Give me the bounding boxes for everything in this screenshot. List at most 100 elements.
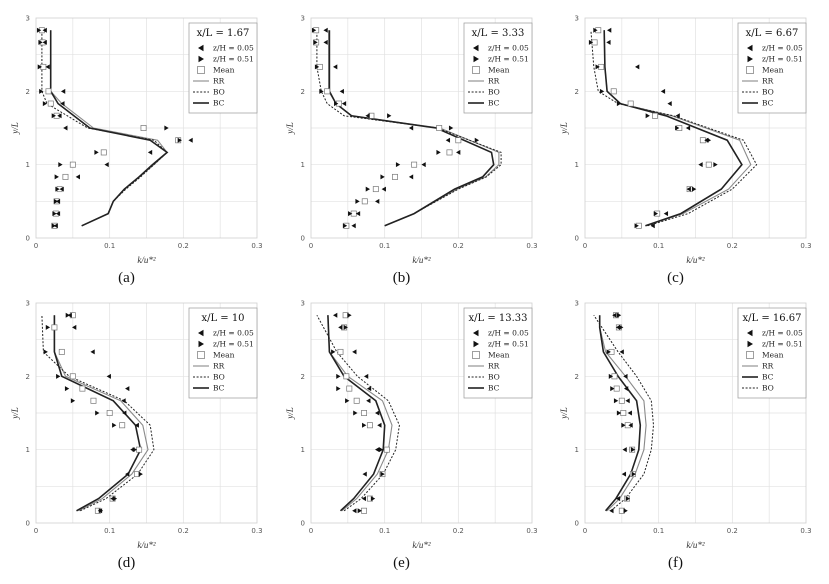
y-tick-label: 0 [26,520,30,528]
legend-entry-label: BC [762,373,774,382]
legend-entry-label: BC [488,384,500,393]
z005-marker [628,422,633,428]
legend-entry-label: z/H = 0.51 [213,55,254,64]
z051-marker [378,447,384,453]
y-tick-label: 2 [301,88,305,96]
mean-marker [652,112,658,119]
legend-entry-label: RR [213,77,225,86]
z051-marker [336,373,341,379]
z051-marker [331,349,336,355]
z051-marker [314,64,320,70]
mean-marker [119,422,126,429]
z005-marker [59,186,64,192]
y-axis-label: y/L [559,407,569,420]
z051-marker [51,223,56,229]
z051-marker [616,410,622,416]
z051-marker [342,223,348,229]
z005-marker [366,386,372,392]
axes-frame [35,302,258,524]
z005-marker [355,211,361,217]
z005-marker [57,113,62,119]
z005-marker [663,211,669,217]
z051-marker [474,137,480,143]
x-tick-label: 0.3 [800,242,811,250]
x-tick-label: 0.1 [104,527,115,535]
legend-entry-label: Mean [213,66,235,75]
axes-frame [310,17,533,239]
x-axis-label: k/u*² [686,540,704,550]
z051-marker [98,508,104,514]
z005-marker [352,508,357,514]
legend-entry-label: Mean [762,351,784,360]
z051-marker [37,64,42,70]
z051-marker [370,496,376,502]
legend-entry-label: RR [213,362,225,371]
z005-marker [408,125,414,131]
z051-marker [334,101,339,107]
z005-marker [323,27,328,33]
z005-marker [381,186,386,192]
z005-marker [104,162,109,168]
y-axis-label: y/L [285,407,295,420]
z051-marker [177,137,182,143]
z051-marker [395,162,401,168]
z051-marker [164,125,169,131]
panel-label: (a) [118,270,135,286]
legend-entry-label: Mean [488,66,510,75]
z051-marker [43,349,48,355]
legend: x/L = 6.67 z/H = 0.05 z/H = 0.51 Mean RR BO BC [737,22,807,114]
mean-marker [361,507,367,514]
legend-title: x/L = 16.67 [742,313,801,324]
z005-marker [147,149,153,155]
y-tick-label: 1 [26,161,30,169]
legend: x/L = 16.67 z/H = 0.05 z/H = 0.51 Mean RR BC B… [737,307,807,399]
z005-marker [55,211,61,217]
y-tick-label: 1 [301,446,305,454]
x-tick-label: 0.2 [453,527,464,535]
z005-marker [675,113,680,119]
y-tick-label: 0 [301,235,305,243]
legend-title: x/L = 13.33 [468,313,527,324]
z005-marker [377,422,382,428]
z005-marker [660,88,666,94]
axes-frame [584,17,807,239]
mean-marker [361,198,368,205]
z051-marker [348,211,353,217]
mean-marker [610,88,617,95]
z005-marker [698,162,703,168]
y-tick-label: 2 [301,373,305,381]
z051-marker [623,508,628,514]
legend-z051-icon [198,55,204,63]
legend-entry-label: BC [762,99,774,108]
z005-marker [341,101,347,107]
z051-marker [675,125,680,131]
z005-marker [421,162,426,168]
z005-marker [609,508,614,514]
z005-marker [60,88,66,94]
z051-marker [51,113,56,119]
z051-marker [55,186,60,192]
y-tick-label: 3 [26,300,30,308]
z005-marker [445,137,451,143]
mean-marker [324,88,331,95]
legend-entry-label: BC [488,99,500,108]
legend-entry-label: Mean [213,351,235,360]
legend-entry-label: Mean [488,351,510,360]
z051-marker [95,410,100,416]
z051-marker [588,39,594,45]
mean-marker [353,397,360,404]
z051-marker [692,186,697,192]
legend-z005-icon [473,44,479,52]
x-tick-label: 0 [583,242,587,250]
mean-marker [627,100,634,107]
legend: x/L = 3.33 z/H = 0.05 z/H = 0.51 Mean RR BO BC [463,22,533,114]
legend-entry-label: Mean [762,66,784,75]
z005-marker [134,422,139,428]
mean-marker [47,100,54,107]
z005-marker [42,39,47,45]
legend-mean-icon [746,66,754,74]
legend-z051-icon [473,340,479,348]
z005-marker [622,447,627,453]
x-axis-label: k/u*² [137,540,155,550]
